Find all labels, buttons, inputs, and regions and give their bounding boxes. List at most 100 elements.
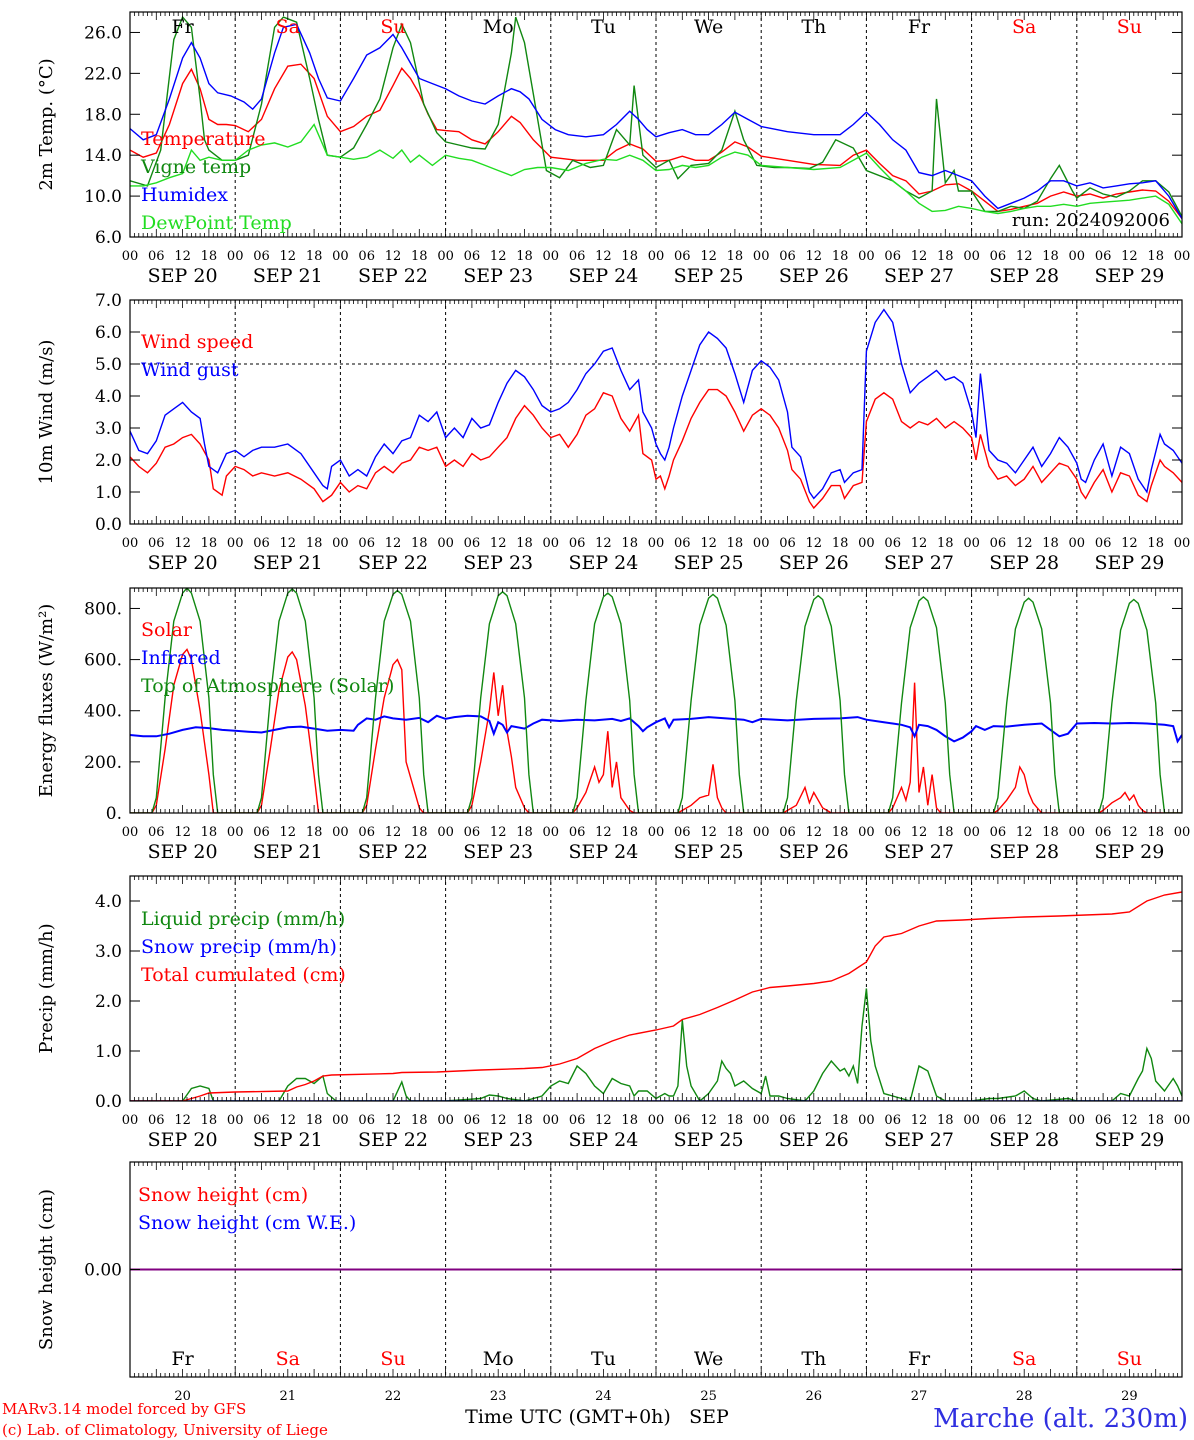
hour-label: 06 <box>779 536 796 551</box>
y-tick-label: 5.0 <box>95 355 122 375</box>
y-tick-label: 3.0 <box>95 942 122 962</box>
hour-label: 18 <box>621 825 638 840</box>
hour-label: 12 <box>280 536 297 551</box>
hour-label: 06 <box>884 249 901 264</box>
legend-snow-height-cm-w-e-: Snow height (cm W.E.) <box>138 1212 356 1234</box>
date-label: SEP 20 <box>148 265 218 287</box>
series-total-cumulated-cm- <box>130 891 1182 1101</box>
model-credit: MARv3.14 model forced by GFS <box>2 1400 246 1418</box>
hour-label: 18 <box>621 249 638 264</box>
hour-label: 12 <box>385 536 402 551</box>
date-label: SEP 26 <box>779 265 849 287</box>
hour-label: 06 <box>464 825 481 840</box>
date-label: SEP 26 <box>779 552 849 574</box>
hour-label: 00 <box>437 249 454 264</box>
hour-label: 00 <box>648 536 665 551</box>
hour-label: 12 <box>700 536 717 551</box>
hour-label: 00 <box>1069 1113 1086 1128</box>
hour-label: 00 <box>122 536 139 551</box>
hour-label: 12 <box>1121 1113 1138 1128</box>
hour-label: 12 <box>911 825 928 840</box>
day-abbr-top: Sa <box>276 16 300 38</box>
y-axis-label: 10m Wind (m/s) <box>36 340 57 485</box>
day-abbr-top: Th <box>801 16 826 38</box>
hour-label: 18 <box>937 1113 954 1128</box>
y-axis-label: Energy fluxes (W/m²) <box>36 604 57 798</box>
hour-label: 00 <box>1069 249 1086 264</box>
y-tick-label: 0.0 <box>95 1092 122 1112</box>
y-tick-label: 3.0 <box>95 419 122 439</box>
hour-label: 12 <box>280 825 297 840</box>
hour-label: 12 <box>806 249 823 264</box>
hour-label: 12 <box>595 536 612 551</box>
date-label: SEP 28 <box>989 552 1059 574</box>
hour-label: 12 <box>490 536 507 551</box>
hour-label: 18 <box>516 536 533 551</box>
hour-label: 06 <box>779 825 796 840</box>
day-number: 21 <box>280 1389 297 1404</box>
hour-label: 18 <box>727 825 744 840</box>
hour-label: 12 <box>1121 249 1138 264</box>
hour-label: 00 <box>648 249 665 264</box>
hour-label: 06 <box>148 1113 165 1128</box>
hour-label: 18 <box>937 536 954 551</box>
hour-label: 06 <box>990 825 1007 840</box>
panel-4: 0.0 1.0 2.0 3.0 4.0 Precip (mm/h) Liquid preci… <box>36 875 1190 1151</box>
series-dewpoint-temp <box>130 123 1182 225</box>
hour-label: 06 <box>569 536 586 551</box>
y-tick-label: 26.0 <box>84 23 122 43</box>
legend-infrared: Infrared <box>141 647 221 669</box>
hour-label: 18 <box>621 1113 638 1128</box>
date-label: SEP 25 <box>674 265 744 287</box>
y-tick-label: 1.0 <box>95 1042 122 1062</box>
hour-label: 18 <box>1147 825 1164 840</box>
day-number: 23 <box>490 1389 507 1404</box>
hour-label: 18 <box>411 825 428 840</box>
hour-label: 00 <box>122 1113 139 1128</box>
hour-label: 12 <box>174 536 191 551</box>
hour-label: 06 <box>464 1113 481 1128</box>
date-label: SEP 27 <box>884 552 954 574</box>
legend-solar: Solar <box>141 619 193 641</box>
date-label: SEP 21 <box>253 552 323 574</box>
legend-snow-precip-mm-h-: Snow precip (mm/h) <box>141 936 337 958</box>
date-label: SEP 21 <box>253 841 323 863</box>
hour-label: 06 <box>358 1113 375 1128</box>
panel-frame <box>129 587 1183 814</box>
date-label: SEP 29 <box>1094 265 1164 287</box>
day-number: 25 <box>700 1389 717 1404</box>
day-abbr-bottom: Sa <box>276 1348 300 1370</box>
hour-label: 00 <box>332 1113 349 1128</box>
hour-label: 00 <box>332 825 349 840</box>
date-label: SEP 21 <box>253 1129 323 1151</box>
hour-label: 06 <box>148 536 165 551</box>
hour-label: 06 <box>674 1113 691 1128</box>
hour-label: 18 <box>516 1113 533 1128</box>
date-label: SEP 23 <box>463 1129 533 1151</box>
hour-label: 18 <box>1147 249 1164 264</box>
series-infrared <box>130 714 1182 744</box>
day-number: 29 <box>1121 1389 1138 1404</box>
hour-label: 18 <box>1042 825 1059 840</box>
hour-label: 06 <box>884 825 901 840</box>
y-tick-label: 2.0 <box>95 451 122 471</box>
panel-1: 6.0 10.0 14.0 18.0 22.0 26.0 2m Temp. (°C) Temp… <box>36 11 1191 287</box>
hour-label: 00 <box>227 1113 244 1128</box>
hour-label: 00 <box>1069 825 1086 840</box>
date-label: SEP 23 <box>463 265 533 287</box>
date-label: SEP 21 <box>253 265 323 287</box>
hour-label: 00 <box>437 1113 454 1128</box>
date-label: SEP 22 <box>358 1129 428 1151</box>
y-tick-label: 7.0 <box>95 291 122 311</box>
date-label: SEP 27 <box>884 265 954 287</box>
y-tick-label: 400. <box>84 702 122 722</box>
hour-label: 18 <box>201 249 218 264</box>
hour-label: 06 <box>1095 1113 1112 1128</box>
date-label: SEP 28 <box>989 265 1059 287</box>
series-top-of-atmosphere-solar- <box>130 588 1182 813</box>
hour-label: 00 <box>332 536 349 551</box>
hour-label: 12 <box>595 249 612 264</box>
hour-label: 00 <box>1174 249 1191 264</box>
hour-label: 00 <box>332 249 349 264</box>
hour-label: 00 <box>227 825 244 840</box>
